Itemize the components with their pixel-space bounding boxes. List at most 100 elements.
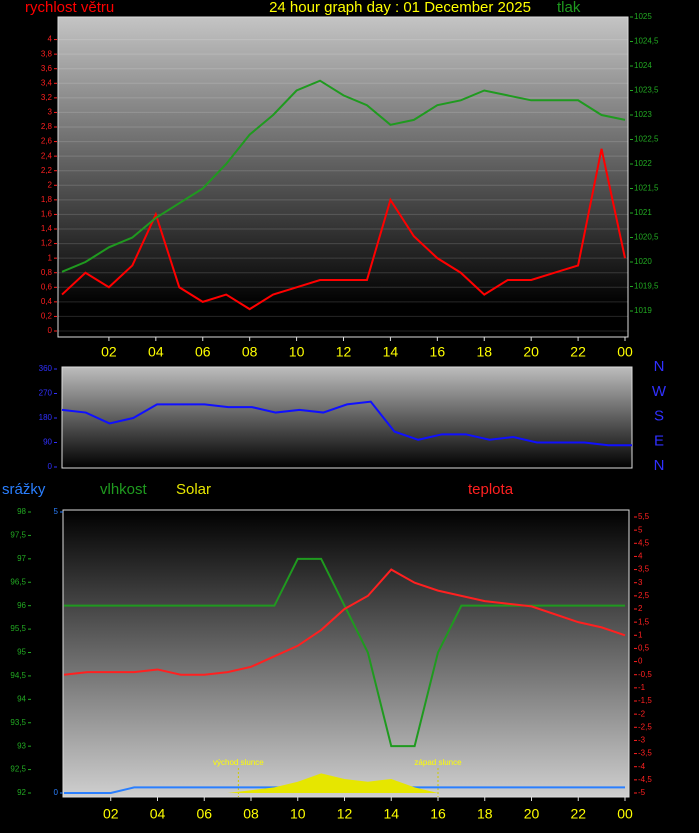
y-tick-label: 1,4 [41,224,53,233]
chart-title: 24 hour graph day : 01 December 2025 [269,0,531,16]
y-tick-label: 2 [48,180,53,189]
y-tick-label: 0,2 [41,312,53,321]
panel-temperature [62,509,630,798]
y-tick-label: 0 [48,326,53,335]
y-tick-label: -0,5 [638,670,652,679]
y-tick-label: 2,8 [41,122,53,131]
y-tick-label: -1,5 [638,696,652,705]
y-tick-label: 0,4 [41,297,53,306]
panel-wind [57,16,629,338]
y-tick-label: 1024 [634,61,652,70]
legend-label: rychlost větru [25,0,114,16]
x-tick-label: 00 [617,344,633,360]
x-tick-label: 18 [476,344,492,360]
series-line [61,400,632,447]
y-tick-label: 1,5 [638,617,650,626]
x-tick-label: 04 [148,344,164,360]
y-tick-label: 4 [48,35,53,44]
compass-label: N [654,358,665,375]
y-tick-label: 1025 [634,12,652,21]
y-tick-label: 1022 [634,159,652,168]
y-tick-label: 93,5 [10,718,26,727]
x-tick-label: 16 [430,806,446,822]
x-tick-label: 20 [524,806,540,822]
x-tick-label: 02 [103,806,119,822]
y-tick-label: 0 [638,657,643,666]
y-tick-label: 0,6 [41,282,53,291]
x-tick-label: 20 [523,344,539,360]
y-tick-label: 1020 [634,257,652,266]
x-tick-label: 08 [242,344,258,360]
y-tick-label: 95,5 [10,624,26,633]
y-tick-label: 94,5 [10,671,26,680]
compass-label: E [654,432,664,449]
y-tick-label: 5 [54,507,59,516]
y-tick-label: -3 [638,736,646,745]
y-tick-label: -4,5 [638,775,652,784]
y-tick-label: 4,5 [638,538,650,547]
y-tick-label: 98 [17,507,26,516]
y-tick-label: 1023,5 [634,86,659,95]
x-tick-label: 00 [617,806,633,822]
y-tick-label: 360 [39,364,53,373]
y-tick-label: 3,8 [41,49,53,58]
annotation: východ slunce [213,758,264,767]
y-tick-label: 0,5 [638,644,650,653]
series-line [63,568,626,676]
y-tick-label: 2,5 [638,591,650,600]
x-tick-label: 02 [101,344,117,360]
y-tick-label: 3 [638,578,643,587]
y-tick-label: 1,2 [41,239,53,248]
legend-label: teplota [468,481,514,498]
y-tick-label: 0 [48,462,53,471]
panel-direction [61,366,633,469]
x-tick-label: 12 [337,806,353,822]
x-tick-label: 10 [289,344,305,360]
y-tick-label: 92 [17,788,26,797]
x-tick-label: 14 [383,806,399,822]
y-tick-label: 92,5 [10,765,26,774]
y-tick-label: 96 [17,601,26,610]
y-tick-label: 90 [43,438,52,447]
solar-area [64,773,625,793]
legend-label: srážky [2,481,46,498]
y-tick-label: 1019 [634,306,652,315]
compass-label: W [652,383,667,400]
y-tick-label: 97 [17,554,26,563]
y-tick-label: 0 [54,788,59,797]
x-tick-label: 08 [243,806,259,822]
legend-label: tlak [557,0,581,16]
y-tick-label: 3,4 [41,78,53,87]
y-tick-label: 3,2 [41,93,53,102]
y-tick-label: 2,6 [41,137,53,146]
y-tick-label: 1022,5 [634,135,659,144]
y-tick-label: 1023 [634,110,652,119]
y-tick-label: -2 [638,709,646,718]
y-tick-label: 0,8 [41,268,53,277]
x-tick-label: 06 [196,806,212,822]
annotation: západ slunce [414,758,462,767]
series-line [61,79,626,273]
y-tick-label: -5 [638,788,646,797]
y-tick-label: 2 [638,604,643,613]
x-tick-label: 10 [290,806,306,822]
x-tick-label: 16 [430,344,446,360]
y-tick-label: 3 [48,108,53,117]
x-tick-label: 06 [195,344,211,360]
y-tick-label: 2,4 [41,151,53,160]
y-tick-label: -3,5 [638,749,652,758]
y-tick-label: 5,5 [638,512,650,521]
y-tick-label: 97,5 [10,531,26,540]
y-tick-label: 93 [17,741,26,750]
y-tick-label: -1 [638,683,646,692]
compass-label: N [654,457,665,474]
y-tick-label: 1021 [634,208,652,217]
x-tick-label: 04 [150,806,166,822]
y-tick-label: 3,6 [41,64,53,73]
y-tick-label: 2,2 [41,166,53,175]
y-tick-label: 1020,5 [634,233,659,242]
compass-label: S [654,408,664,425]
y-tick-label: 1021,5 [634,184,659,193]
y-tick-label: 3,5 [638,565,650,574]
